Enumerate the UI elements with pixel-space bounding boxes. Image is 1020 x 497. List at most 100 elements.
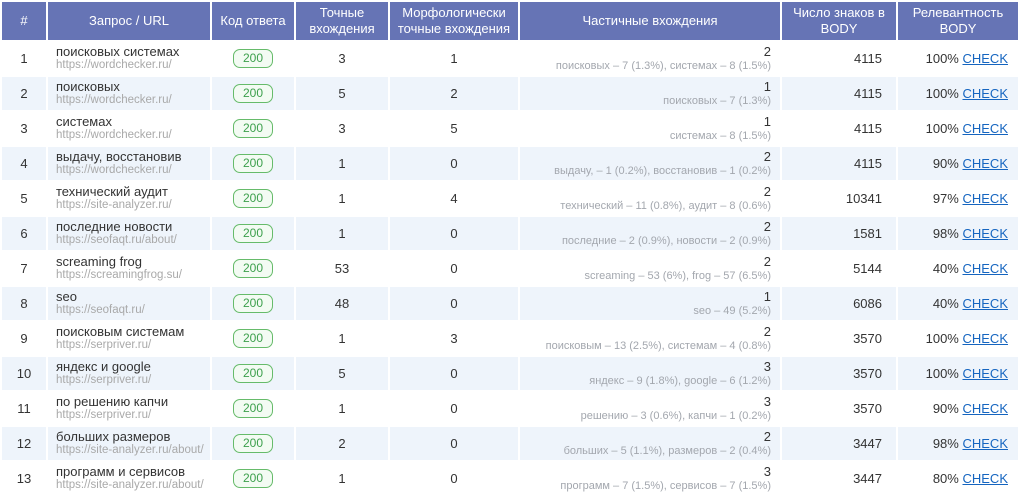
relevance-percent: 98%	[932, 226, 959, 241]
query-url: https://serpriver.ru/	[56, 374, 152, 387]
check-link[interactable]: CHECK	[962, 401, 1008, 416]
response-code-cell: 200	[212, 322, 294, 355]
body-chars-count: 4115	[782, 77, 896, 110]
table-row: 11 по решению капчи https://serpriver.ru…	[2, 392, 1018, 425]
partial-detail: больших – 5 (1.1%), размеров – 2 (0.4%)	[563, 444, 771, 457]
row-number: 5	[2, 182, 46, 215]
col-header-partial: Частичные вхождения	[520, 2, 780, 40]
query-url: https://serpriver.ru/	[56, 339, 152, 352]
response-code-cell: 200	[212, 77, 294, 110]
relevance-cell: 100% CHECK	[898, 42, 1018, 75]
response-code-cell: 200	[212, 392, 294, 425]
check-link[interactable]: CHECK	[962, 51, 1008, 66]
body-chars-count: 3447	[782, 462, 896, 495]
check-link[interactable]: CHECK	[962, 471, 1008, 486]
body-chars-count: 3570	[782, 357, 896, 390]
query-cell: больших размеров https://site-analyzer.r…	[48, 427, 210, 460]
check-link[interactable]: CHECK	[962, 366, 1008, 381]
response-code-cell: 200	[212, 357, 294, 390]
response-code-cell: 200	[212, 42, 294, 75]
check-link[interactable]: CHECK	[962, 156, 1008, 171]
partial-cell: 1 seo – 49 (5.2%)	[520, 287, 780, 320]
partial-cell: 3 решению – 3 (0.6%), капчи – 1 (0.2%)	[520, 392, 780, 425]
response-code-cell: 200	[212, 182, 294, 215]
partial-count: 2	[763, 254, 771, 270]
morph-exact-count: 1	[390, 42, 518, 75]
col-header-body-chars: Число знаков в BODY	[782, 2, 896, 40]
check-link[interactable]: CHECK	[962, 191, 1008, 206]
status-code-badge: 200	[232, 118, 274, 139]
status-code-badge: 200	[232, 153, 274, 174]
relevance-percent: 100%	[925, 51, 959, 66]
partial-cell: 2 выдачу, – 1 (0.2%), восстановив – 1 (0…	[520, 147, 780, 180]
partial-detail: системах – 8 (1.5%)	[669, 129, 771, 142]
body-chars-count: 4115	[782, 42, 896, 75]
status-code-badge: 200	[232, 433, 274, 454]
relevance-percent: 100%	[925, 86, 959, 101]
query-text: технический аудит	[56, 183, 168, 199]
relevance-cell: 100% CHECK	[898, 77, 1018, 110]
row-number: 2	[2, 77, 46, 110]
morph-exact-count: 0	[390, 252, 518, 285]
status-code-badge: 200	[232, 83, 274, 104]
query-text: последние новости	[56, 218, 173, 234]
relevance-percent: 97%	[932, 191, 959, 206]
body-chars-count: 6086	[782, 287, 896, 320]
relevance-cell: 98% CHECK	[898, 427, 1018, 460]
partial-cell: 1 системах – 8 (1.5%)	[520, 112, 780, 145]
morph-exact-count: 3	[390, 322, 518, 355]
partial-count: 1	[763, 114, 771, 130]
query-url: https://seofaqt.ru/about/	[56, 234, 177, 247]
query-url: https://wordchecker.ru/	[56, 94, 172, 107]
status-code-badge: 200	[232, 293, 274, 314]
check-link[interactable]: CHECK	[962, 226, 1008, 241]
partial-count: 2	[763, 184, 771, 200]
table-row: 13 программ и сервисов https://site-anal…	[2, 462, 1018, 495]
query-url: https://screamingfrog.su/	[56, 269, 182, 282]
partial-cell: 1 поисковых – 7 (1.3%)	[520, 77, 780, 110]
check-link[interactable]: CHECK	[962, 436, 1008, 451]
partial-count: 1	[763, 289, 771, 305]
query-text: программ и сервисов	[56, 463, 185, 479]
table-row: 10 яндекс и google https://serpriver.ru/…	[2, 357, 1018, 390]
body-chars-count: 4115	[782, 147, 896, 180]
row-number: 1	[2, 42, 46, 75]
query-cell: seo https://seofaqt.ru/	[48, 287, 210, 320]
table-row: 12 больших размеров https://site-analyze…	[2, 427, 1018, 460]
check-link[interactable]: CHECK	[962, 261, 1008, 276]
relevance-cell: 40% CHECK	[898, 287, 1018, 320]
check-link[interactable]: CHECK	[962, 86, 1008, 101]
query-url: https://serpriver.ru/	[56, 409, 152, 422]
morph-exact-count: 2	[390, 77, 518, 110]
partial-detail: решению – 3 (0.6%), капчи – 1 (0.2%)	[580, 409, 771, 422]
partial-detail: поисковых – 7 (1.3%), системах – 8 (1.5%…	[555, 59, 771, 72]
query-text: поисковых	[56, 78, 120, 94]
morph-exact-count: 0	[390, 357, 518, 390]
partial-count: 2	[763, 429, 771, 445]
partial-count: 2	[763, 149, 771, 165]
row-number: 9	[2, 322, 46, 355]
partial-cell: 2 screaming – 53 (6%), frog – 57 (6.5%)	[520, 252, 780, 285]
check-link[interactable]: CHECK	[962, 331, 1008, 346]
partial-cell: 2 последние – 2 (0.9%), новости – 2 (0.9…	[520, 217, 780, 250]
query-url: https://wordchecker.ru/	[56, 129, 172, 142]
query-text: яндекс и google	[56, 358, 151, 374]
exact-count: 1	[296, 217, 388, 250]
relevance-cell: 40% CHECK	[898, 252, 1018, 285]
status-code-badge: 200	[232, 328, 274, 349]
check-link[interactable]: CHECK	[962, 296, 1008, 311]
row-number: 3	[2, 112, 46, 145]
partial-cell: 2 поисковых – 7 (1.3%), системах – 8 (1.…	[520, 42, 780, 75]
exact-count: 53	[296, 252, 388, 285]
row-number: 13	[2, 462, 46, 495]
check-link[interactable]: CHECK	[962, 121, 1008, 136]
relevance-cell: 100% CHECK	[898, 322, 1018, 355]
col-header-exact: Точные вхождения	[296, 2, 388, 40]
partial-count: 2	[763, 324, 771, 340]
response-code-cell: 200	[212, 147, 294, 180]
partial-cell: 2 технический – 11 (0.8%), аудит – 8 (0.…	[520, 182, 780, 215]
table-row: 2 поисковых https://wordchecker.ru/ 200 …	[2, 77, 1018, 110]
status-code-badge: 200	[232, 398, 274, 419]
partial-detail: технический – 11 (0.8%), аудит – 8 (0.6%…	[560, 199, 771, 212]
morph-exact-count: 0	[390, 217, 518, 250]
